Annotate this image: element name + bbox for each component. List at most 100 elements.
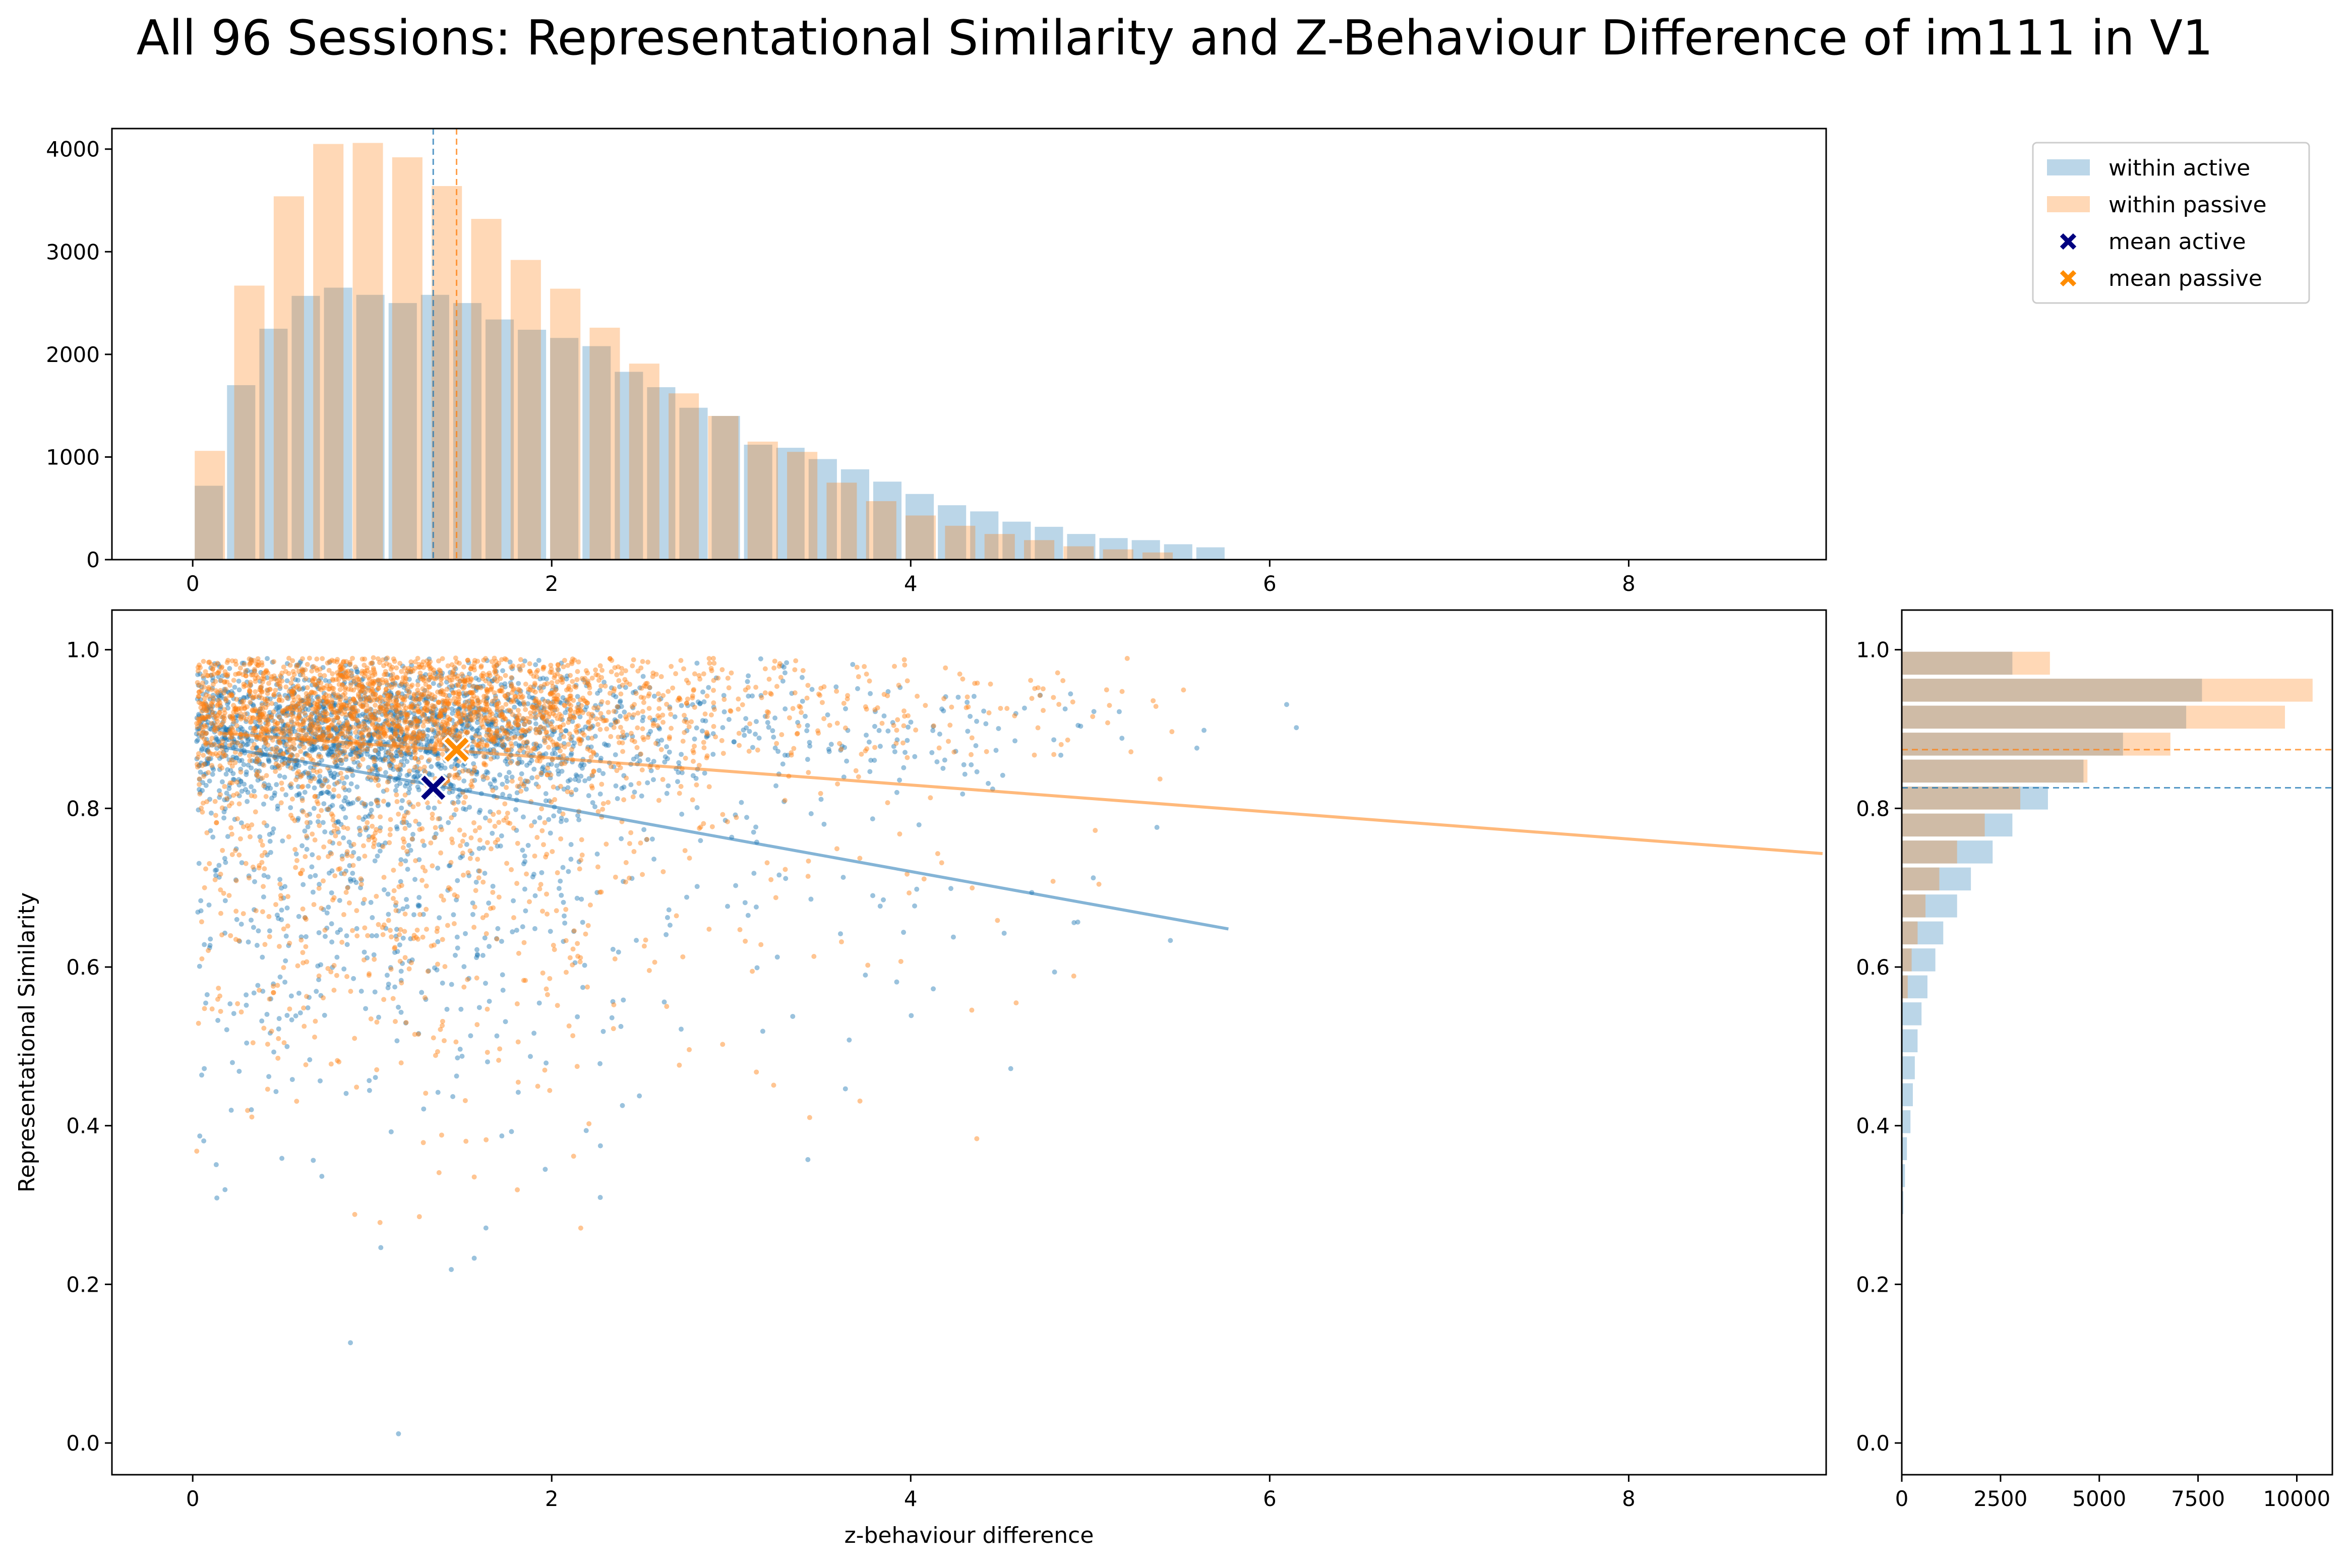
scatter-point-passive xyxy=(476,825,482,830)
scatter-point-passive xyxy=(472,904,477,910)
scatter-point-active xyxy=(393,933,399,939)
scatter-point-active xyxy=(216,874,222,880)
scatter-point-passive xyxy=(975,680,980,686)
scatter-point-active xyxy=(200,788,205,793)
scatter-point-active xyxy=(224,1027,229,1033)
scatter-point-active xyxy=(389,682,394,687)
scatter-point-active xyxy=(341,780,347,786)
scatter-point-active xyxy=(576,817,582,822)
scatter-point-passive xyxy=(857,1098,863,1104)
scatter-point-active xyxy=(1294,725,1299,731)
scatter-point-active xyxy=(552,729,558,734)
scatter-point-active xyxy=(356,744,361,749)
scatter-point-active xyxy=(340,751,346,756)
scatter-point-passive xyxy=(493,839,498,845)
scatter-point-passive xyxy=(331,987,337,993)
scatter-point-active xyxy=(494,708,500,714)
scatter-point-passive xyxy=(373,748,378,753)
top-hist-bar-active xyxy=(388,303,417,560)
scatter-point-active xyxy=(489,679,495,684)
scatter-point-active xyxy=(799,675,805,680)
scatter-point-passive xyxy=(213,813,218,818)
scatter-point-passive xyxy=(627,875,632,881)
top-hist-bar-passive xyxy=(392,157,423,560)
scatter-point-active xyxy=(292,746,297,752)
scatter-point-passive xyxy=(460,851,465,856)
scatter-point-passive xyxy=(451,691,456,696)
scatter-point-passive xyxy=(417,696,423,702)
scatter-point-active xyxy=(330,795,335,800)
scatter-point-active xyxy=(460,726,466,732)
scatter-point-passive xyxy=(276,1036,281,1041)
scatter-point-passive xyxy=(271,692,276,698)
scatter-point-active xyxy=(322,829,328,834)
scatter-point-active xyxy=(244,769,249,775)
scatter-point-passive xyxy=(620,749,626,754)
scatter-point-active xyxy=(421,1106,427,1112)
scatter-point-passive xyxy=(400,845,406,851)
scatter-point-active xyxy=(358,689,364,695)
scatter-point-active xyxy=(598,755,604,761)
scatter-point-active xyxy=(396,1431,401,1436)
scatter-point-active xyxy=(305,1005,311,1010)
scatter-point-passive xyxy=(563,938,569,943)
scatter-point-passive xyxy=(247,758,253,763)
scatter-point-passive xyxy=(913,727,919,733)
scatter-point-active xyxy=(196,733,202,738)
scatter-point-passive xyxy=(532,853,537,859)
top-hist-bar-active xyxy=(227,385,256,560)
scatter-point-active xyxy=(323,934,328,939)
scatter-point-passive xyxy=(515,1187,520,1192)
scatter-point-passive xyxy=(476,875,481,881)
scatter-point-active xyxy=(226,782,232,788)
scatter-point-passive xyxy=(670,685,676,691)
scatter-point-passive xyxy=(595,864,600,870)
scatter-point-active xyxy=(211,696,216,702)
scatter-point-passive xyxy=(216,698,221,703)
scatter-point-passive xyxy=(403,1020,409,1026)
scatter-point-active xyxy=(447,790,452,795)
scatter-point-active xyxy=(583,1128,589,1133)
scatter-point-active xyxy=(876,728,882,733)
scatter-point-passive xyxy=(271,709,276,715)
scatter-point-passive xyxy=(288,680,294,686)
scatter-point-active xyxy=(310,889,316,895)
scatter-point-passive xyxy=(577,866,582,872)
scatter-point-active xyxy=(323,718,328,724)
scatter-point-active xyxy=(331,742,337,748)
scatter-point-passive xyxy=(326,784,331,790)
scatter-point-active xyxy=(523,743,528,749)
scatter-point-active xyxy=(474,720,480,726)
scatter-point-active xyxy=(222,806,228,812)
scatter-point-passive xyxy=(335,757,340,763)
scatter-point-active xyxy=(454,897,459,902)
scatter-point-passive xyxy=(361,896,367,902)
scatter-point-active xyxy=(563,728,568,734)
scatter-point-passive xyxy=(401,839,407,845)
scatter-point-active xyxy=(359,877,365,883)
scatter-point-active xyxy=(249,784,254,790)
scatter-point-passive xyxy=(633,691,639,696)
scatter-point-active xyxy=(667,923,673,928)
scatter-point-active xyxy=(464,706,469,712)
scatter-point-active xyxy=(694,805,700,810)
scatter-point-active xyxy=(276,1016,282,1021)
scatter-point-passive xyxy=(480,774,486,779)
scatter-point-passive xyxy=(638,840,643,846)
scatter-point-active xyxy=(356,856,361,862)
scatter-point-passive xyxy=(1029,696,1035,701)
scatter-point-active xyxy=(207,709,212,714)
scatter-point-active xyxy=(470,912,475,917)
scatter-point-active xyxy=(805,757,810,762)
scatter-point-passive xyxy=(503,747,509,753)
scatter-point-passive xyxy=(447,886,453,892)
scatter-point-passive xyxy=(533,741,539,747)
scatter-point-active xyxy=(378,825,383,830)
scatter-point-passive xyxy=(416,1214,422,1220)
scatter-point-active xyxy=(464,725,469,731)
scatter-point-active xyxy=(881,897,886,902)
scatter-point-active xyxy=(408,736,414,742)
scatter-point-active xyxy=(419,736,425,742)
scatter-point-passive xyxy=(755,747,760,753)
scatter-point-active xyxy=(560,865,566,870)
